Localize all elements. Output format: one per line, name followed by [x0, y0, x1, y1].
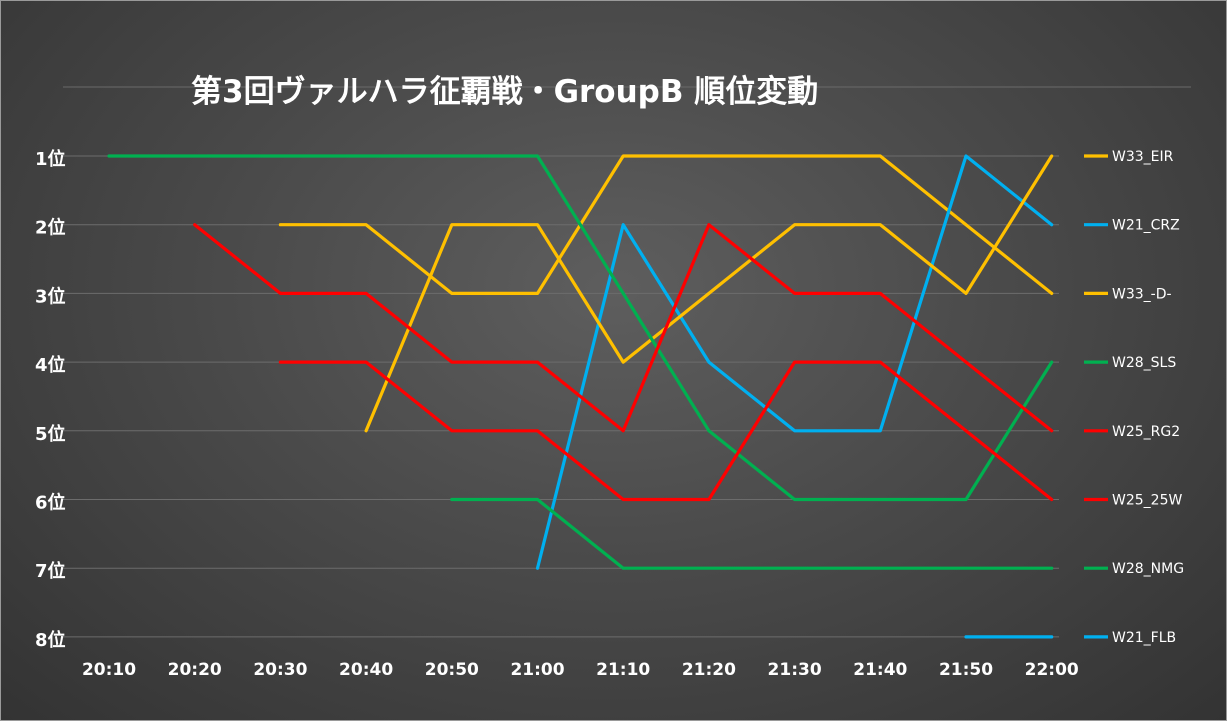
series-line-w25-rg2 [278, 360, 1054, 502]
series-lines [107, 154, 1054, 639]
legend-label: W28_NMG [1112, 561, 1184, 577]
y-tick-label: 7位 [35, 560, 66, 582]
series-line-w28-sls [107, 154, 1054, 502]
x-axis-ticks: 20:10 20:20 20:30 20:40 20:50 21:00 21:10 21:20… [82, 660, 1079, 680]
series-line-w33-d- [364, 154, 1054, 433]
x-tick-label: 21:20 [682, 660, 736, 680]
y-tick-label: 2位 [35, 217, 66, 239]
legend: W33_EIR W21_CRZ W33_-D- W28_SLS W25_RG2 W25_2… [1084, 149, 1184, 646]
x-tick-label: 20:10 [82, 660, 136, 680]
series-line-w21-crz [535, 154, 1054, 570]
chart-title: 第3回ヴァルハラ征覇戦・GroupB 順位変動 [191, 74, 818, 110]
x-tick-label: 21:30 [768, 660, 822, 680]
x-tick-label: 21:00 [510, 660, 564, 680]
y-tick-label: 5位 [35, 423, 66, 445]
y-tick-label: 6位 [35, 492, 66, 514]
x-tick-label: 21:50 [939, 660, 993, 680]
legend-label: W25_25W [1112, 493, 1182, 509]
x-tick-label: 20:40 [339, 660, 393, 680]
x-tick-label: 22:00 [1025, 660, 1079, 680]
legend-label: W33_-D- [1112, 286, 1172, 302]
series-line-w33-eir [278, 154, 1054, 295]
y-tick-label: 3位 [35, 285, 66, 307]
legend-label: W21_FLB [1112, 630, 1176, 646]
x-tick-label: 21:10 [596, 660, 650, 680]
legend-label: W25_RG2 [1112, 424, 1180, 440]
y-tick-label: 4位 [35, 354, 66, 376]
x-tick-label: 20:50 [425, 660, 479, 680]
x-tick-label: 21:40 [853, 660, 907, 680]
series-line-w25-25w [193, 223, 1054, 433]
x-tick-label: 20:30 [253, 660, 307, 680]
x-tick-label: 20:20 [168, 660, 222, 680]
legend-label: W33_EIR [1112, 149, 1174, 165]
series-line-w28-nmg [450, 497, 1054, 570]
y-tick-label: 1位 [35, 148, 66, 170]
legend-label: W21_CRZ [1112, 218, 1180, 234]
legend-label: W28_SLS [1112, 355, 1176, 371]
y-axis-ticks: 1位 2位 3位 4位 5位 6位 7位 8位 [35, 148, 66, 651]
y-tick-label: 8位 [35, 629, 66, 651]
grid [63, 155, 1059, 638]
